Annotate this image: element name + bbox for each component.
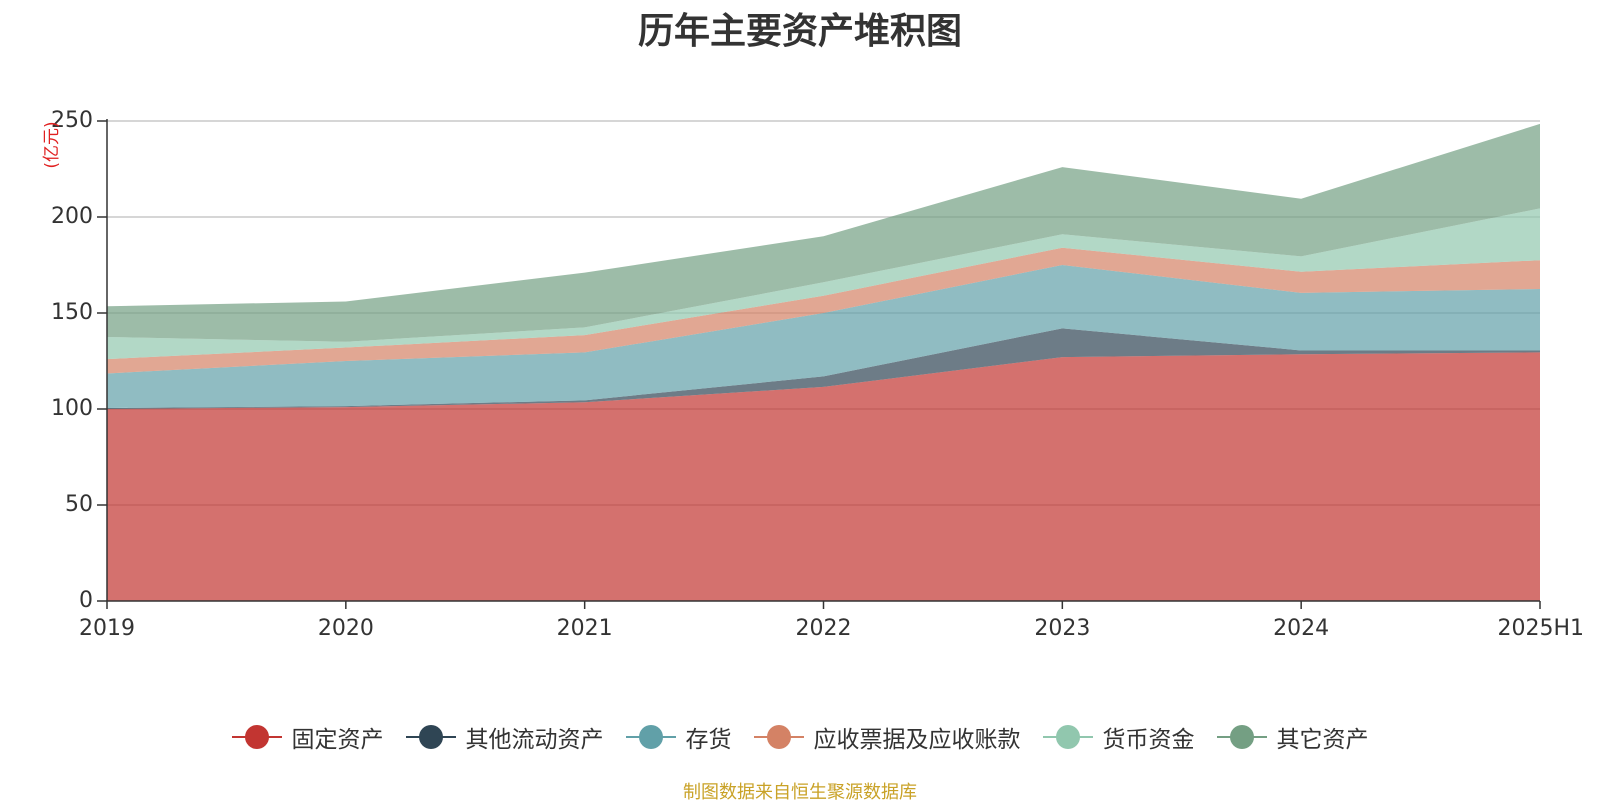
legend-label: 其它资产 [1276,727,1369,753]
legend-label: 存货 [685,727,732,753]
legend-label: 固定资产 [291,727,384,753]
area-series-2 [107,328,1540,409]
legend-item[interactable]: 存货 [625,720,732,754]
legend-marker-icon [1216,724,1267,750]
y-tick-label: 50 [65,492,93,517]
legend-item[interactable]: 应收票据及应收账款 [753,720,1021,754]
legend-item[interactable]: 其他流动资产 [405,720,604,754]
legend-item[interactable]: 其它资产 [1216,720,1369,754]
y-tick-label: 200 [51,204,93,229]
legend-label: 其他流动资产 [465,727,604,753]
y-axis-unit: (亿元) [42,121,62,168]
x-tick-label: 2022 [796,616,852,641]
area-series-6 [107,123,1540,342]
legend-label: 货币资金 [1102,727,1195,753]
y-tick-label: 0 [79,588,93,613]
legend: 固定资产 其他流动资产 存货 应收票据及应收账款 货币资金 其它资产 [0,720,1600,754]
x-tick-label: 2023 [1034,616,1090,641]
x-tick-label: 2020 [318,616,374,641]
x-tick-label: 2019 [79,616,135,641]
area-series-4 [107,247,1540,374]
legend-marker-icon [405,724,456,750]
y-tick-label: 150 [51,300,93,325]
x-tick-label: 2024 [1273,616,1329,641]
legend-marker-icon [753,724,804,750]
legend-marker-icon [231,724,282,750]
chart-title: 历年主要资产堆积图 [637,11,962,52]
x-tick-label: 2025H1 [1497,616,1584,641]
source-note: 制图数据来自恒生聚源数据库 [683,782,917,803]
area-series-3 [107,265,1540,409]
legend-label: 应收票据及应收账款 [813,727,1021,753]
x-tick-label: 2021 [557,616,613,641]
legend-item[interactable]: 固定资产 [231,720,384,754]
y-tick-label: 250 [51,108,93,133]
legend-item[interactable]: 货币资金 [1042,720,1195,754]
area-series-5 [107,208,1540,360]
legend-marker-icon [1042,724,1093,750]
legend-marker-icon [625,724,676,750]
y-tick-label: 100 [51,396,93,421]
area-series-1 [107,352,1540,601]
